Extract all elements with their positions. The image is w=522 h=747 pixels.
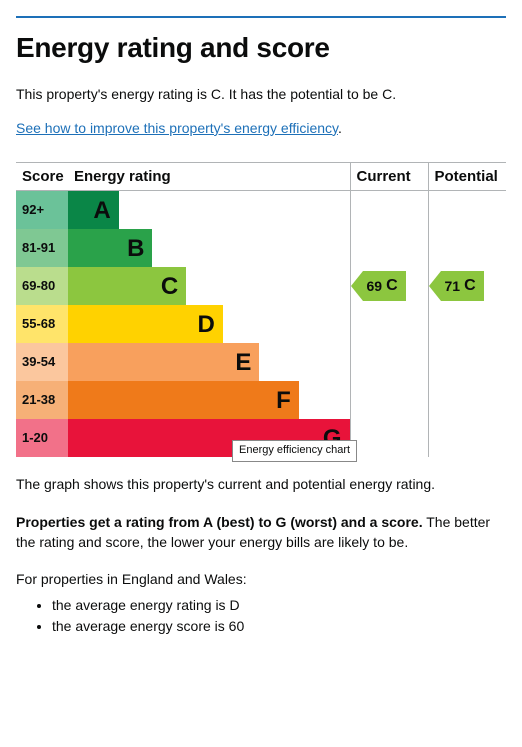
current-indicator: 69C (363, 271, 406, 301)
chart-row: 21-38F (16, 381, 506, 419)
col-potential-header: Potential (428, 163, 506, 191)
score-label: 55-68 (16, 305, 68, 343)
chart-row: 69-80C 69C 71C (16, 267, 506, 305)
score-label: 1-20 (16, 419, 68, 457)
score-label: 39-54 (16, 343, 68, 381)
rating-bar-b: B (68, 229, 152, 267)
intro-text: This property's energy rating is C. It h… (16, 85, 506, 105)
rating-bar-f: F (68, 381, 299, 419)
explain-rating-strong: Properties get a rating from A (best) to… (16, 514, 423, 530)
improve-link-wrap: See how to improve this property's energ… (16, 119, 506, 139)
section-rule (16, 16, 506, 18)
rating-bar-d: D (68, 305, 223, 343)
averages-list: the average energy rating is Dthe averag… (16, 596, 506, 637)
col-rating-header: Energy rating (68, 163, 350, 191)
score-label: 21-38 (16, 381, 68, 419)
explain-rating: Properties get a rating from A (best) to… (16, 513, 506, 552)
energy-chart: Score Energy rating Current Potential 92… (16, 162, 506, 457)
chart-tooltip-text: Energy efficiency chart (239, 444, 350, 456)
col-score-header: Score (16, 163, 68, 191)
score-label: 69-80 (16, 267, 68, 305)
improve-efficiency-link-text: See how to improve this property's energ… (16, 120, 338, 136)
potential-indicator: 71C (441, 271, 484, 301)
explain-graph: The graph shows this property's current … (16, 475, 506, 495)
list-item: the average energy rating is D (52, 596, 506, 616)
score-label: 92+ (16, 191, 68, 229)
page-title: Energy rating and score (16, 28, 506, 67)
list-item: the average energy score is 60 (52, 617, 506, 637)
col-current-header: Current (350, 163, 428, 191)
energy-chart-table: Score Energy rating Current Potential 92… (16, 162, 506, 457)
rating-bar-c: C (68, 267, 186, 305)
chart-row: 55-68D (16, 305, 506, 343)
rating-bar-a: A (68, 191, 119, 229)
chart-header-row: Score Energy rating Current Potential (16, 163, 506, 191)
rating-bar-e: E (68, 343, 259, 381)
chart-tooltip: Energy efficiency chart (232, 440, 357, 461)
chart-row: 81-91B (16, 229, 506, 267)
chart-row: 92+A (16, 191, 506, 230)
improve-efficiency-link[interactable]: See how to improve this property's energ… (16, 120, 338, 136)
chart-row: 39-54E (16, 343, 506, 381)
score-label: 81-91 (16, 229, 68, 267)
explain-region: For properties in England and Wales: (16, 570, 506, 590)
